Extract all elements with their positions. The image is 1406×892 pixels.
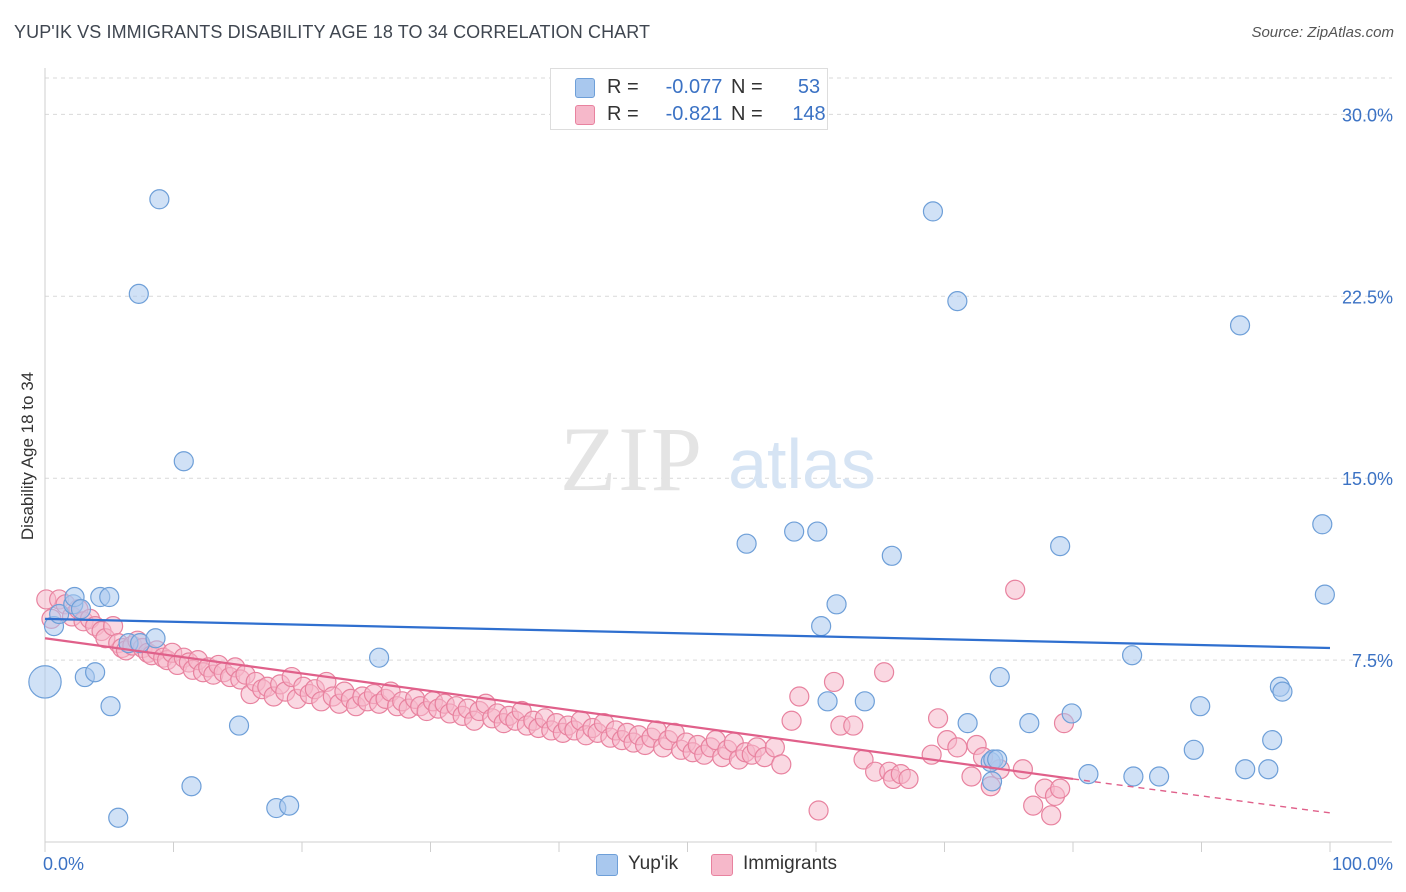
trend-line-extension [1072,778,1331,814]
data-points [28,189,1335,828]
data-point [1314,584,1335,605]
data-point [922,201,944,222]
x-tick-label: 0.0% [43,854,84,874]
source-label: Source: ZipAtlas.com [1251,24,1394,41]
data-point [1078,763,1099,785]
legend: Yup'ik Immigrants [0,850,1406,880]
data-point [28,665,62,699]
data-point [781,710,802,731]
data-point [947,291,968,312]
data-point [823,671,845,693]
data-point [898,768,919,790]
data-point [100,696,121,717]
data-point [149,189,170,210]
data-point [1019,713,1040,734]
watermark-zip: ZIP [560,408,704,510]
stats-swatch-yupik [575,78,595,98]
data-point [881,545,902,566]
legend-label-yupik: Yup'ik [628,853,679,874]
stats-box: R = -0.077 N = 53 R = -0.821 N = 148 [550,68,828,130]
y-tick-label: 30.0% [1342,105,1393,125]
data-point [817,691,838,712]
data-point [1148,766,1170,787]
data-point [947,737,968,758]
stats-r-label: R = [607,76,639,98]
data-point [1050,536,1071,557]
stats-n-value: 53 [797,76,821,98]
data-point [1041,805,1062,826]
data-point [771,754,792,775]
data-point [70,599,92,620]
y-tick-label: 15.0% [1342,469,1393,489]
y-tick-label: 7.5% [1352,651,1393,671]
data-point [764,737,785,758]
data-point [736,533,757,554]
data-point [1123,766,1144,787]
data-point [1258,759,1279,780]
data-point [1235,759,1256,780]
data-point [961,766,982,787]
data-point [927,708,949,729]
stats-r-label: R = [607,103,639,125]
trend-line [44,637,1074,781]
data-point [807,521,828,542]
y-tick-labels: 7.5% 15.0% 22.5% 30.0% [1342,105,1393,671]
legend-label-immigrants: Immigrants [743,853,837,874]
data-point [279,795,300,816]
data-point [854,691,875,712]
data-point [228,715,250,736]
data-point [811,616,832,637]
watermark: ZIP atlas [560,408,876,510]
data-point [784,521,805,542]
data-point [826,594,847,615]
stats-r-value: -0.077 [665,76,723,98]
data-point [145,628,166,649]
y-tick-label: 22.5% [1342,287,1393,307]
stats-n-value: 148 [792,103,826,125]
data-point [989,666,1010,688]
stats-r-value: -0.821 [665,103,723,125]
data-point [1122,645,1143,666]
data-point [874,662,895,683]
data-point [843,715,864,736]
data-point [1050,778,1071,799]
data-point [808,800,829,821]
data-point [99,586,120,608]
data-point [1023,795,1044,816]
data-point [173,451,194,472]
data-point [1183,739,1204,760]
data-point [1005,579,1026,600]
stats-swatch-immigrants [575,105,595,125]
legend-swatch-immigrants [711,854,733,876]
data-point [369,647,390,668]
y-axis-label: Disability Age 18 to 34 [18,372,37,540]
data-point [1272,681,1293,702]
data-point [108,807,129,828]
data-point [987,749,1008,770]
axes [44,68,1392,852]
data-point [1262,730,1283,751]
watermark-atlas: atlas [728,425,876,503]
data-point [1061,703,1082,724]
data-point [181,776,202,797]
data-point [1012,759,1033,780]
data-point [128,283,149,304]
x-tick-label: 100.0% [1332,854,1393,874]
stats-n-label: N = [731,103,763,125]
data-point [981,771,1003,792]
trend-lines [44,617,1331,814]
trend-line [44,617,1331,650]
x-tick-labels: 0.0% 100.0% [43,854,1393,874]
data-point [957,713,978,734]
data-point [1190,696,1211,717]
data-point [1312,514,1333,535]
data-point [789,686,810,707]
chart-title: YUP'IK VS IMMIGRANTS DISABILITY AGE 18 T… [14,22,651,42]
legend-swatch-yupik [596,854,618,876]
data-point [1229,315,1251,336]
stats-n-label: N = [731,76,763,98]
data-point [85,662,106,683]
gridlines [45,77,1392,661]
